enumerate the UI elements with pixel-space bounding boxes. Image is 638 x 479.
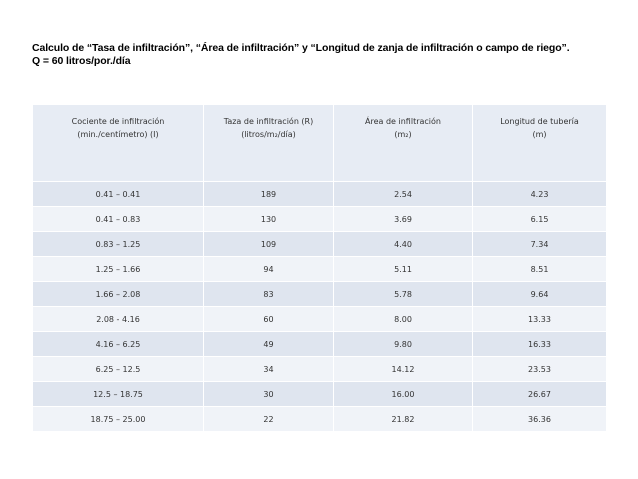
header-infiltration-rate: Taza de infiltración (R) (litros/m₂/día) bbox=[203, 104, 334, 182]
document-title: Calculo de “Tasa de infiltración”, “Área… bbox=[32, 42, 622, 68]
table-cell: 26.67 bbox=[472, 381, 607, 407]
table-row: 18.75 – 25.00 22 21.82 36.36 bbox=[32, 406, 607, 432]
table-cell: 30 bbox=[203, 381, 334, 407]
table-cell: 9.80 bbox=[333, 331, 473, 357]
table-cell: 13.33 bbox=[472, 306, 607, 332]
header-infiltration-area: Área de infiltración (m₂) bbox=[333, 104, 473, 182]
infiltration-table: Cociente de infiltración (min./centímetr… bbox=[32, 104, 607, 432]
table-cell: 12.5 – 18.75 bbox=[32, 381, 204, 407]
table-cell: 6.15 bbox=[472, 206, 607, 232]
table-cell: 0.83 – 1.25 bbox=[32, 231, 204, 257]
table-cell: 16.33 bbox=[472, 331, 607, 357]
table-row: 1.66 – 2.08 83 5.78 9.64 bbox=[32, 281, 607, 307]
table-cell: 8.51 bbox=[472, 256, 607, 282]
table-cell: 94 bbox=[203, 256, 334, 282]
table-cell: 36.36 bbox=[472, 406, 607, 432]
table-cell: 60 bbox=[203, 306, 334, 332]
table-cell: 2.08 - 4.16 bbox=[32, 306, 204, 332]
table-row: 12.5 – 18.75 30 16.00 26.67 bbox=[32, 381, 607, 407]
table-cell: 22 bbox=[203, 406, 334, 432]
table-cell: 1.25 – 1.66 bbox=[32, 256, 204, 282]
table-cell: 4.16 – 6.25 bbox=[32, 331, 204, 357]
table-cell: 18.75 – 25.00 bbox=[32, 406, 204, 432]
table-cell: 83 bbox=[203, 281, 334, 307]
table-cell: 21.82 bbox=[333, 406, 473, 432]
table-cell: 0.41 – 0.83 bbox=[32, 206, 204, 232]
table-cell: 5.11 bbox=[333, 256, 473, 282]
table-header-row: Cociente de infiltración (min./centímetr… bbox=[32, 104, 607, 182]
table-cell: 5.78 bbox=[333, 281, 473, 307]
table-cell: 4.40 bbox=[333, 231, 473, 257]
table-cell: 109 bbox=[203, 231, 334, 257]
table-cell: 3.69 bbox=[333, 206, 473, 232]
table-row: 2.08 - 4.16 60 8.00 13.33 bbox=[32, 306, 607, 332]
title-line-1: Calculo de “Tasa de infiltración”, “Área… bbox=[32, 42, 570, 54]
table-cell: 7.34 bbox=[472, 231, 607, 257]
table-row: 4.16 – 6.25 49 9.80 16.33 bbox=[32, 331, 607, 357]
table-cell: 34 bbox=[203, 356, 334, 382]
table-cell: 189 bbox=[203, 181, 334, 207]
table-cell: 8.00 bbox=[333, 306, 473, 332]
header-pipe-length: Longitud de tubería (m) bbox=[472, 104, 607, 182]
table-cell: 49 bbox=[203, 331, 334, 357]
table-cell: 14.12 bbox=[333, 356, 473, 382]
title-line-2: Q = 60 litros/por./día bbox=[32, 55, 131, 67]
table-cell: 16.00 bbox=[333, 381, 473, 407]
table-row: 0.83 – 1.25 109 4.40 7.34 bbox=[32, 231, 607, 257]
table-cell: 2.54 bbox=[333, 181, 473, 207]
table-row: 1.25 – 1.66 94 5.11 8.51 bbox=[32, 256, 607, 282]
table-row: 6.25 – 12.5 34 14.12 23.53 bbox=[32, 356, 607, 382]
table-cell: 4.23 bbox=[472, 181, 607, 207]
table-cell: 6.25 – 12.5 bbox=[32, 356, 204, 382]
table-cell: 23.53 bbox=[472, 356, 607, 382]
header-infiltration-quotient: Cociente de infiltración (min./centímetr… bbox=[32, 104, 204, 182]
table-cell: 9.64 bbox=[472, 281, 607, 307]
table-row: 0.41 – 0.83 130 3.69 6.15 bbox=[32, 206, 607, 232]
table-cell: 0.41 – 0.41 bbox=[32, 181, 204, 207]
table-cell: 1.66 – 2.08 bbox=[32, 281, 204, 307]
table-row: 0.41 – 0.41 189 2.54 4.23 bbox=[32, 181, 607, 207]
table-cell: 130 bbox=[203, 206, 334, 232]
